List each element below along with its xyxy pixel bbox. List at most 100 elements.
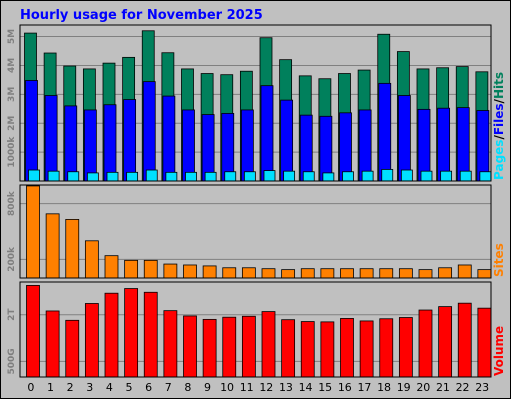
files-bar [123,99,137,182]
files-bar [358,109,372,182]
sites-bar [418,269,433,279]
x-tick-label: 7 [165,381,172,394]
files-bar [240,109,254,182]
x-tick-label: 20 [416,381,430,394]
files-bar [182,109,195,182]
volume-bar [477,307,492,378]
pages-bar [322,172,335,182]
files-bar [280,99,294,182]
x-tick-label: 6 [145,381,152,394]
x-tick-label: 3 [86,381,93,394]
x-tick-label: 0 [27,381,34,394]
sites-bar [359,268,374,279]
x-tick-label: 16 [338,381,352,394]
legend-hits: Hits [492,72,506,99]
hour-axis: 0 1 2 3 4 5 6 7 8 9 10 11 12 13 14 15 16 17 18 19 20 21 22 23 [27,381,489,394]
sites-bar [241,267,256,279]
y-tick-label: 5M [7,29,17,44]
y-tick-label: 3M [7,87,17,102]
files-bar [142,81,156,182]
sites-bar [26,185,40,279]
sites-bar [163,263,178,279]
volume-bar [379,318,394,378]
legend-volume: Volume [492,326,506,376]
panel-frame [19,184,492,279]
x-tick-label: 21 [436,381,450,394]
x-tick-label: 9 [204,381,211,394]
x-tick-label: 12 [259,381,273,394]
files-bar [378,82,392,182]
x-tick-label: 5 [125,381,132,394]
sites-bar [477,269,492,279]
panel-volume: 500G 2T [7,281,492,378]
x-tick-label: 2 [67,381,74,394]
y-tick-label: 800k [7,190,17,216]
sites-bar [398,268,413,279]
volume-bar [65,319,80,378]
pages-bar [106,171,119,182]
pages-bar [479,171,492,182]
sites-bar [261,268,276,279]
volume-bar [340,318,354,378]
legend-hits-files-pages: Pages/Files/Hits [492,72,506,180]
files-bar [25,80,38,182]
x-tick-label: 15 [318,381,332,394]
volume-bar [300,321,315,378]
x-tick-label: 19 [397,381,411,394]
pages-bar [126,171,139,182]
pages-bar [283,170,296,182]
x-tick-label: 1 [47,381,54,394]
y-tick-label: 1000k [7,136,17,168]
volume-bar [202,318,217,378]
x-tick-label: 23 [475,381,489,394]
volume-bar [222,316,237,378]
legend-sites: Sites [492,243,506,277]
sites-bar [202,265,217,279]
volume-bar [320,321,335,378]
volume-bar [438,306,453,378]
legend-separator: / [492,98,506,103]
panel-hits-files-pages: 1000k 2M 3M 4M 5M [7,24,492,182]
pages-bar [67,171,80,182]
pages-bar [185,171,197,182]
sites-bar [281,269,296,279]
x-tick-label: 4 [106,381,113,394]
files-bar [201,114,215,182]
sites-bar [183,264,197,279]
x-tick-label: 17 [357,381,371,394]
volume-bar [45,310,60,378]
pages-bar [86,172,99,182]
volume-bar [241,315,256,378]
pages-bar [204,171,217,182]
pages-bar [342,171,354,182]
files-bar [456,107,470,182]
files-bar [299,114,313,182]
legend-pages: Pages [492,140,506,180]
files-bar [83,109,97,182]
sites-bar [222,267,237,279]
legend-files: Files [492,103,506,135]
sites-bar [379,268,394,279]
legend-separator: / [492,135,506,140]
sites-bar [438,267,453,279]
x-tick-label: 18 [377,381,391,394]
volume-bar [183,315,197,378]
panel-frame [19,24,492,182]
pages-bar [28,169,40,182]
pages-bar [440,170,453,182]
volume-bar [143,291,158,378]
y-tick-label: 4M [7,58,17,73]
volume-bar [84,303,99,378]
y-tick-label: 2M [7,116,17,131]
files-bar [44,95,58,182]
pages-bar [459,170,472,182]
pages-bar [165,171,178,182]
pages-bar [47,170,60,182]
volume-bar [398,317,413,378]
volume-bar [418,309,433,378]
x-tick-label: 11 [240,381,254,394]
panel-sites: 200k 800k [7,184,492,279]
pages-bar [361,170,374,182]
files-bar [437,107,451,182]
sites-bar [104,255,119,279]
